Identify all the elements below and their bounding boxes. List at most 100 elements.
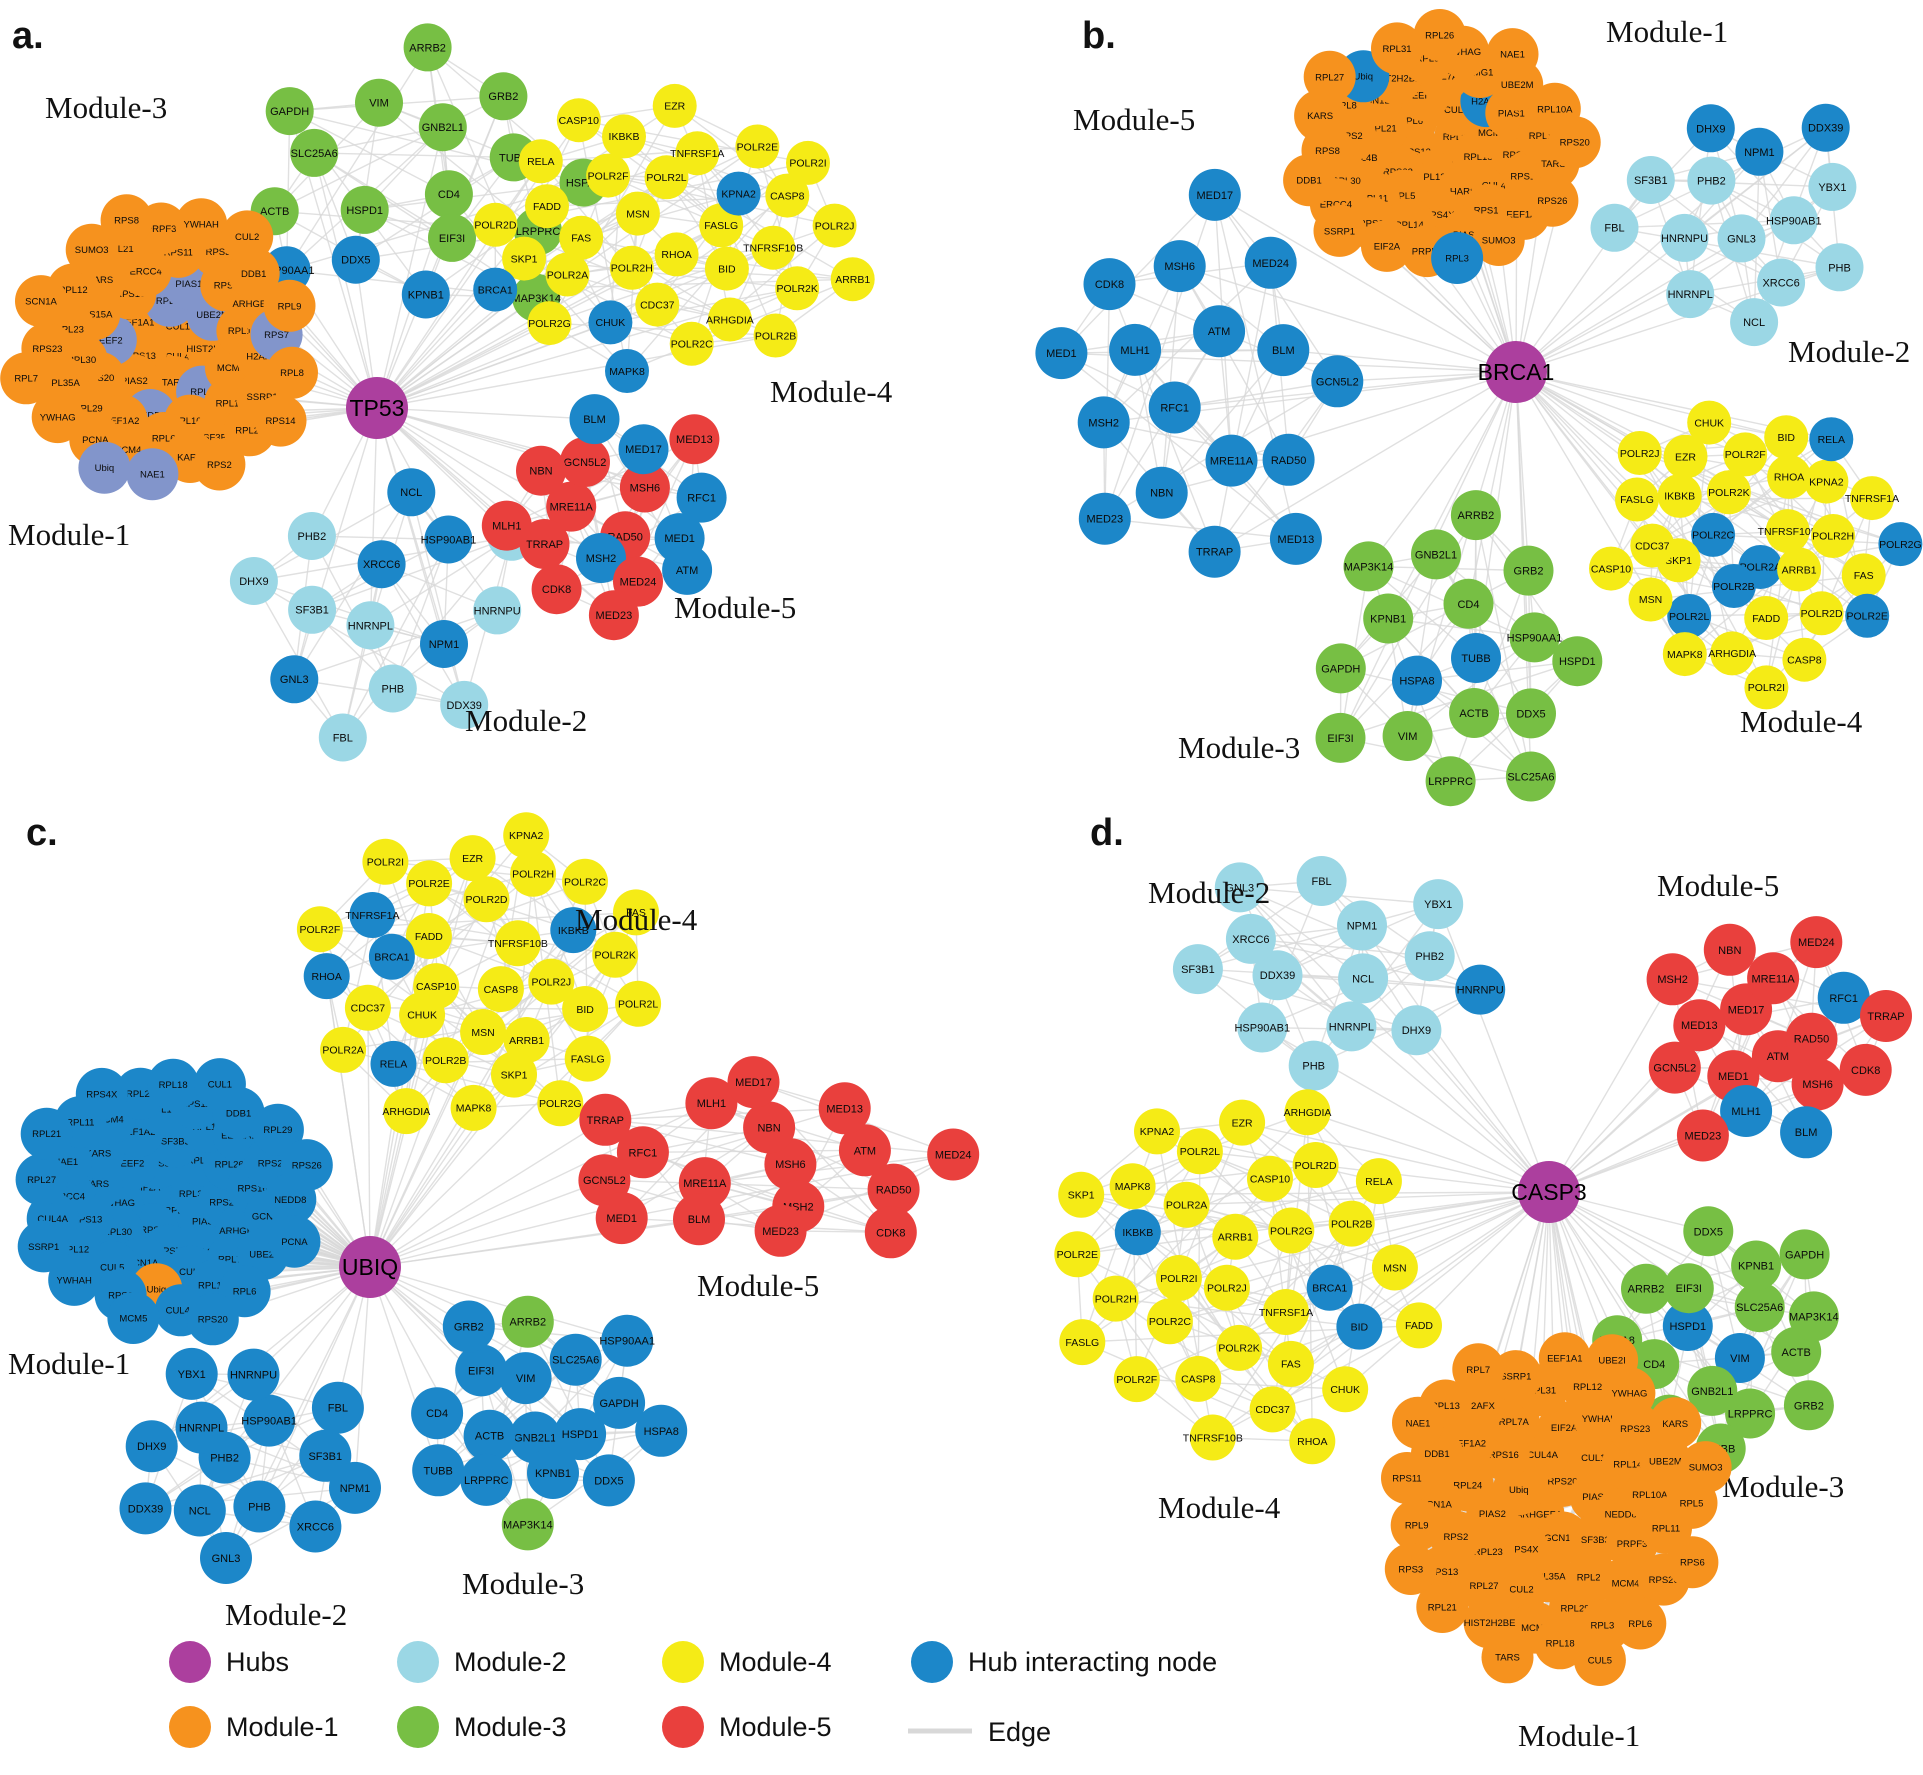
- node-GNL3: [1717, 214, 1766, 263]
- edge: [437, 1358, 577, 1472]
- node-PHB: [233, 1480, 286, 1533]
- node-MAPK8: [1109, 1163, 1156, 1210]
- node-POLR2K: [1706, 470, 1751, 515]
- node-POLR2H: [1092, 1275, 1139, 1322]
- edge: [1340, 569, 1530, 670]
- node-NBN: [743, 1101, 796, 1154]
- edge: [378, 101, 539, 232]
- node-MED13: [1269, 512, 1322, 565]
- module-label-d-m4: Module-4: [1158, 1490, 1281, 1525]
- node-TNFRSF1A: [1850, 476, 1894, 521]
- node-FBL: [311, 1381, 364, 1434]
- edge: [355, 101, 380, 261]
- module-label-b-m2: Module-2: [1788, 334, 1910, 369]
- node-ATM: [662, 544, 713, 595]
- node-VIM: [1382, 711, 1433, 761]
- node-ARHGDIA: [1284, 1089, 1331, 1136]
- node-CASP8: [765, 173, 810, 218]
- node-ACTB: [463, 1409, 516, 1462]
- node-POLR2G: [527, 301, 572, 346]
- node-TUBB: [412, 1444, 465, 1497]
- module-label-b-m3: Module-3: [1178, 730, 1300, 765]
- node-NBN: [1703, 923, 1756, 976]
- edge: [342, 563, 383, 739]
- node-PCNA: [268, 1215, 321, 1268]
- node-NBN: [1135, 466, 1188, 519]
- edge: [253, 580, 445, 645]
- node-ARRB1: [503, 1017, 550, 1063]
- module-label-c-m4: Module-4: [575, 902, 698, 937]
- node-POLR2D: [473, 202, 518, 247]
- node-RPS2: [193, 438, 246, 491]
- module-a-m4: RHOAMSNFASLGPOLR2HPOLR2LBIDFASKPNA2CDC37…: [473, 83, 875, 393]
- module-label-c-m1: Module-1: [8, 1346, 130, 1381]
- node-VIM: [1714, 1333, 1765, 1383]
- module-a-m1: CUL4BRPS13CUL1TARSEEF1A1HIST2H2BEPIAS2RP…: [0, 194, 318, 501]
- node-POLR2G: [1878, 522, 1923, 567]
- edge: [1241, 1121, 1550, 1193]
- node-MSH6: [619, 462, 670, 513]
- panel-letter-c: c.: [26, 812, 58, 854]
- node-YWHAH: [48, 1253, 101, 1306]
- node-TRRAP: [1860, 990, 1912, 1042]
- node-POLR2D: [463, 876, 510, 923]
- node-IKBKB: [1657, 473, 1702, 518]
- node-EZR: [1219, 1099, 1266, 1146]
- node-DDX39: [1801, 103, 1850, 152]
- node-RFC1: [1148, 381, 1201, 434]
- node-KPNA2: [503, 812, 550, 859]
- node-GNB2L1: [418, 103, 467, 152]
- node-FBL: [1296, 856, 1347, 906]
- node-GAPDH: [1779, 1229, 1830, 1280]
- edge: [1239, 886, 1364, 980]
- hub-node-BRCA1: [1485, 341, 1547, 403]
- edge: [1102, 262, 1272, 424]
- edge: [1406, 636, 1536, 737]
- edge: [376, 407, 596, 420]
- legend-label-5: Module-3: [454, 1712, 567, 1742]
- module-b-m1: RPL23RPS13RPL35ARPL12RPL6RPL18RPS23CUL5H…: [1283, 9, 1601, 284]
- edge: [1367, 371, 1517, 568]
- edge: [1169, 1287, 1331, 1322]
- edge: [293, 407, 378, 680]
- node-YBX1: [1808, 162, 1857, 211]
- module-label-d-m1: Module-1: [1518, 1718, 1640, 1753]
- node-RPL21: [1416, 1581, 1469, 1633]
- legend-swatch-module-2: [397, 1641, 439, 1683]
- edge: [1515, 1191, 1550, 1377]
- edge: [1613, 219, 1795, 229]
- node-POLR2B: [1711, 564, 1756, 608]
- node-RPS3: [1384, 1543, 1437, 1595]
- edge: [369, 407, 378, 626]
- node-IKBKB: [550, 907, 597, 954]
- node-DDX39: [1252, 950, 1303, 1001]
- legend-label-2: Module-4: [719, 1647, 832, 1677]
- node-MAP3K14: [1788, 1291, 1839, 1342]
- edge: [1185, 1203, 1331, 1289]
- edge: [756, 145, 798, 289]
- node-CHUK: [588, 300, 633, 345]
- node-XRCC6: [1757, 258, 1806, 307]
- node-BID: [1764, 415, 1809, 460]
- node-RPL8: [266, 346, 318, 399]
- node-RHOA: [1289, 1418, 1336, 1465]
- node-POLR2K: [592, 931, 639, 978]
- node-NPM1: [1337, 900, 1387, 951]
- node-KPNB1: [527, 1447, 579, 1499]
- node-UBE2I: [1586, 1334, 1639, 1387]
- node-GCN5L2: [1311, 355, 1364, 408]
- edge: [376, 334, 777, 409]
- node-KPNB1: [1363, 593, 1414, 644]
- node-MSN: [1371, 1244, 1418, 1291]
- node-MCM4: [1599, 1557, 1652, 1610]
- edge: [311, 536, 513, 611]
- node-MCM5: [107, 1292, 160, 1344]
- edge: [1638, 452, 1735, 587]
- node-Ubiq: [78, 441, 131, 494]
- node-VIM: [499, 1352, 552, 1405]
- edge: [286, 110, 291, 271]
- node-DDX39: [440, 680, 489, 729]
- node-DDB1: [1283, 154, 1336, 207]
- node-CUL1: [193, 1058, 246, 1111]
